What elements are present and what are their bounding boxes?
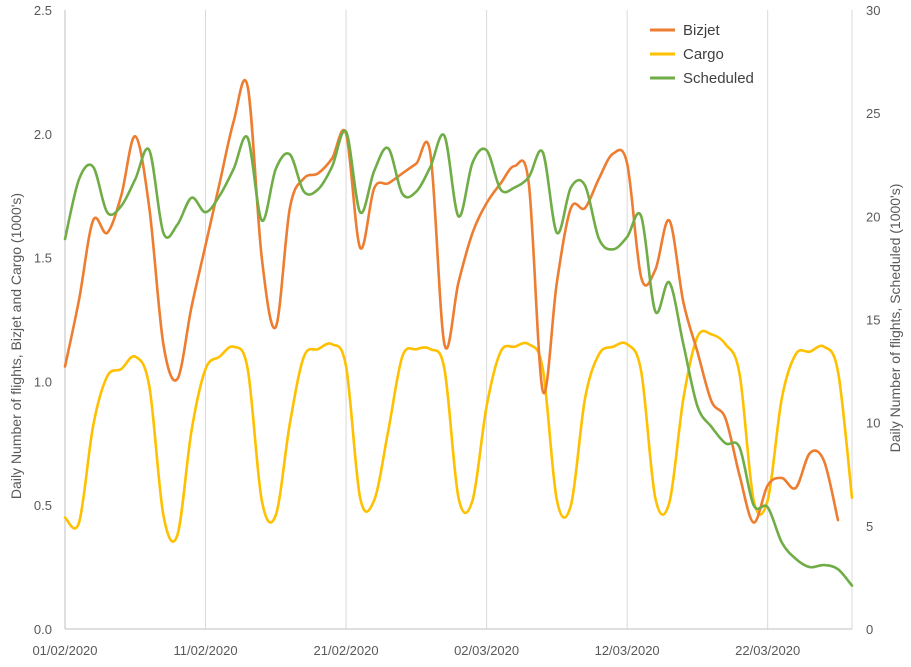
y-left-tick-label: 2.5: [34, 3, 52, 18]
y-left-tick-label: 0.0: [34, 622, 52, 637]
x-tick-label: 11/02/2020: [173, 643, 237, 658]
gridlines: [205, 10, 853, 629]
series-line-cargo: [63, 329, 854, 543]
x-tick-label: 01/02/2020: [32, 643, 97, 658]
legend-label: Bizjet: [683, 22, 721, 39]
y-left-tick-label: 0.5: [34, 498, 52, 513]
axes: 01/02/2020 11/02/2020 21/02/2020 02/03/2020…: [32, 3, 880, 658]
y-right-tick-label: 30: [866, 3, 880, 18]
y-axis-left-title: Daily Number of flights, Bizjet and Carg…: [8, 193, 24, 499]
series-line-bizjet: [63, 78, 840, 524]
y-right-tick-label: 5: [866, 519, 873, 534]
legend: Bizjet Cargo Scheduled: [650, 22, 754, 87]
legend-item-scheduled: Scheduled: [650, 70, 754, 87]
legend-label: Cargo: [683, 46, 724, 63]
y-right-tick-label: 25: [866, 106, 880, 121]
y-axis-right-title: Daily Number of flights, Scheduled (1000…: [887, 184, 903, 453]
y-left-tick-label: 1.0: [34, 374, 52, 389]
y-right-tick-label: 0: [866, 622, 873, 637]
x-tick-label: 02/03/2020: [454, 643, 519, 658]
x-tick-label: 22/03/2020: [735, 643, 800, 658]
y-left-tick-label: 1.5: [34, 251, 52, 266]
x-tick-label: 12/03/2020: [595, 643, 660, 658]
series-lines: [63, 78, 854, 587]
y-right-tick-label: 15: [866, 313, 880, 328]
legend-item-cargo: Cargo: [650, 46, 724, 63]
legend-item-bizjet: Bizjet: [650, 22, 721, 39]
x-tick-label: 21/02/2020: [314, 643, 379, 658]
y-left-tick-label: 2.0: [34, 127, 52, 142]
y-right-tick-label: 20: [866, 209, 880, 224]
y-right-tick-label: 10: [866, 416, 880, 431]
series-line-scheduled: [63, 129, 854, 587]
legend-label: Scheduled: [683, 70, 754, 87]
